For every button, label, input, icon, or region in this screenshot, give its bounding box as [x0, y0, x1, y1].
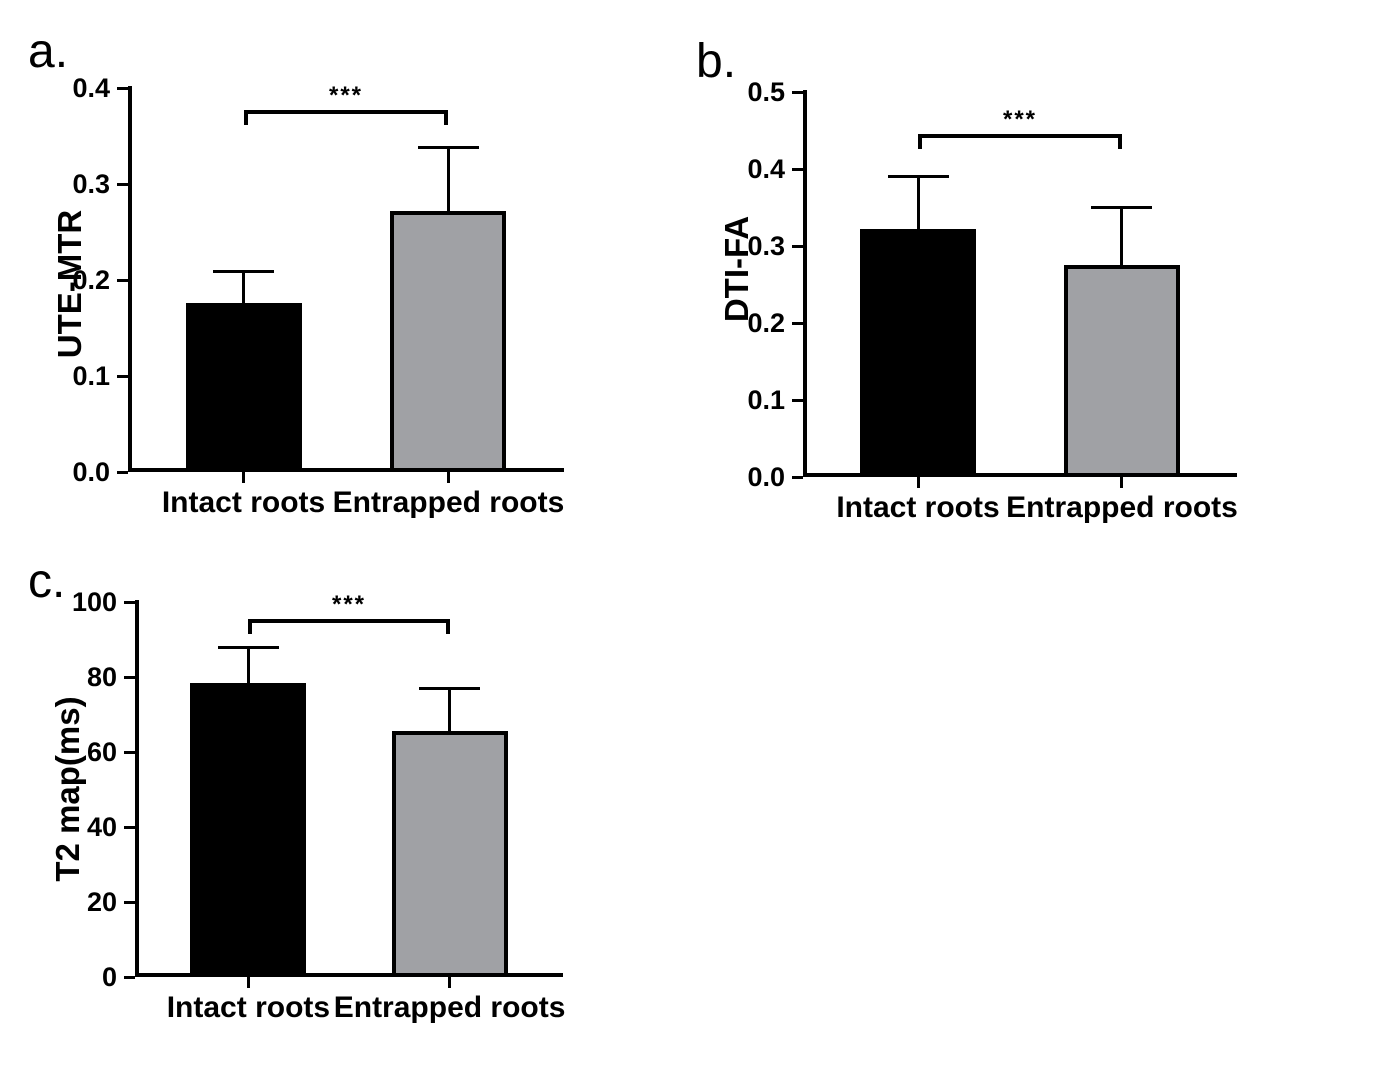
bar-intact-roots: [190, 682, 307, 977]
significance-bracket-end: [445, 618, 450, 634]
x-category-label: Entrapped roots: [332, 486, 565, 519]
panel-letter-a: a.: [28, 25, 69, 78]
y-axis-tick: [792, 321, 803, 325]
y-axis-tick: [792, 90, 803, 94]
y-axis-line: [803, 90, 807, 477]
y-axis-tick: [117, 374, 128, 378]
x-axis-tick: [1120, 477, 1124, 488]
y-tick-label: 100: [71, 587, 117, 617]
significance-bracket-end: [444, 110, 449, 126]
bar-intact-roots: [185, 303, 302, 472]
x-axis-tick: [446, 472, 450, 483]
x-axis-tick: [448, 977, 452, 988]
significance-stars: ***: [1002, 105, 1038, 133]
y-axis-tick: [124, 975, 135, 979]
significance-bracket-end: [1117, 133, 1122, 149]
plot-area-a: 0.0 0.1 0.2 0.3 0.4 Intact roots Entrapped roo…: [72, 74, 564, 519]
error-bar-cap: [417, 146, 479, 150]
y-axis-tick: [117, 278, 128, 282]
plot-area-c: 0 20 40 60 80 100 Intact roots Entrapped roots *…: [72, 588, 565, 1024]
error-bar-line: [448, 688, 452, 732]
x-category-label: Entrapped roots: [333, 991, 566, 1024]
panel-letter-c: c.: [28, 555, 66, 608]
panel-a: a. UTE-MTR 0.0 0.1 0.2 0.3 0.4 Intact roots En…: [28, 28, 564, 520]
y-axis-tick: [124, 675, 135, 679]
x-axis-tick: [916, 477, 920, 488]
error-bar-cap: [217, 645, 279, 649]
y-tick-label: 0.0: [72, 457, 110, 487]
y-tick-label: 0.4: [747, 154, 785, 184]
significance-bracket-line: [248, 618, 450, 623]
error-bar-cap: [1091, 206, 1153, 209]
y-axis-tick: [117, 86, 128, 90]
error-bar-cap: [213, 269, 275, 273]
y-tick-label: 0.1: [747, 385, 785, 415]
y-tick-label: 0.2: [747, 308, 785, 338]
significance-bracket-end: [918, 133, 922, 149]
y-axis-tick: [124, 600, 135, 604]
significance-bracket-end: [243, 110, 248, 126]
x-axis-tick: [242, 472, 246, 483]
y-tick-label: 80: [86, 662, 117, 692]
x-axis-line: [128, 468, 564, 472]
y-tick-label: 20: [86, 887, 117, 917]
error-bar-line: [446, 147, 450, 211]
y-axis-tick: [117, 182, 128, 186]
significance-bracket-line: [243, 110, 449, 115]
x-category-label: Intact roots: [161, 486, 326, 519]
y-axis-tick: [124, 825, 135, 829]
error-bar-cap: [887, 175, 949, 179]
x-axis-line: [803, 473, 1237, 477]
x-category-label: Entrapped roots: [1006, 491, 1238, 524]
y-axis-tick: [117, 470, 128, 474]
x-category-label: Intact roots: [166, 991, 331, 1024]
bar-entrapped-roots: [391, 731, 508, 977]
y-tick-label: 0.3: [747, 231, 785, 261]
y-tick-label: 0.3: [72, 169, 110, 199]
y-tick-label: 0.5: [747, 77, 785, 107]
y-tick-label: 0.0: [747, 462, 785, 492]
error-bar-line: [1120, 207, 1124, 266]
error-bar-line: [246, 647, 250, 683]
error-bar-cap: [419, 686, 481, 690]
y-axis-line: [128, 86, 132, 472]
y-tick-label: 0.2: [72, 265, 110, 295]
plot-area-b: 0.0 0.1 0.2 0.3 0.4 0.5 Intact roots Entrapped …: [747, 78, 1237, 524]
significance-bracket-line: [918, 133, 1122, 138]
significance-bracket-end: [248, 618, 253, 634]
y-axis-tick: [792, 398, 803, 402]
significance-stars: ***: [328, 82, 364, 110]
bar-entrapped-roots: [1063, 265, 1180, 477]
y-axis-tick: [124, 750, 135, 754]
y-axis-line: [135, 600, 139, 977]
error-bar-line: [916, 176, 920, 230]
y-tick-label: 0: [101, 962, 117, 992]
error-bar-line: [242, 271, 246, 304]
significance-stars: ***: [331, 590, 367, 618]
panel-letter-b: b.: [696, 35, 737, 88]
y-axis-tick: [124, 900, 135, 904]
y-axis-tick: [792, 244, 803, 248]
bar-entrapped-roots: [390, 210, 507, 472]
y-axis-tick: [792, 167, 803, 171]
y-tick-label: 0.4: [72, 73, 110, 103]
bar-intact-roots: [860, 229, 976, 477]
x-axis-line: [135, 973, 563, 977]
x-axis-tick: [246, 977, 250, 988]
y-tick-label: 40: [86, 812, 117, 842]
panel-b: b. DTI-FA 0.0 0.1 0.2 0.3 0.4 0.5 Intact roots…: [696, 38, 1238, 525]
panel-c: c. T2 map(ms) 0 20 40 60 80 100 Intact roots En…: [28, 558, 565, 1025]
y-axis-tick: [792, 475, 803, 479]
y-tick-label: 0.1: [72, 361, 110, 391]
x-category-label: Intact roots: [836, 491, 1000, 524]
y-tick-label: 60: [86, 737, 117, 767]
